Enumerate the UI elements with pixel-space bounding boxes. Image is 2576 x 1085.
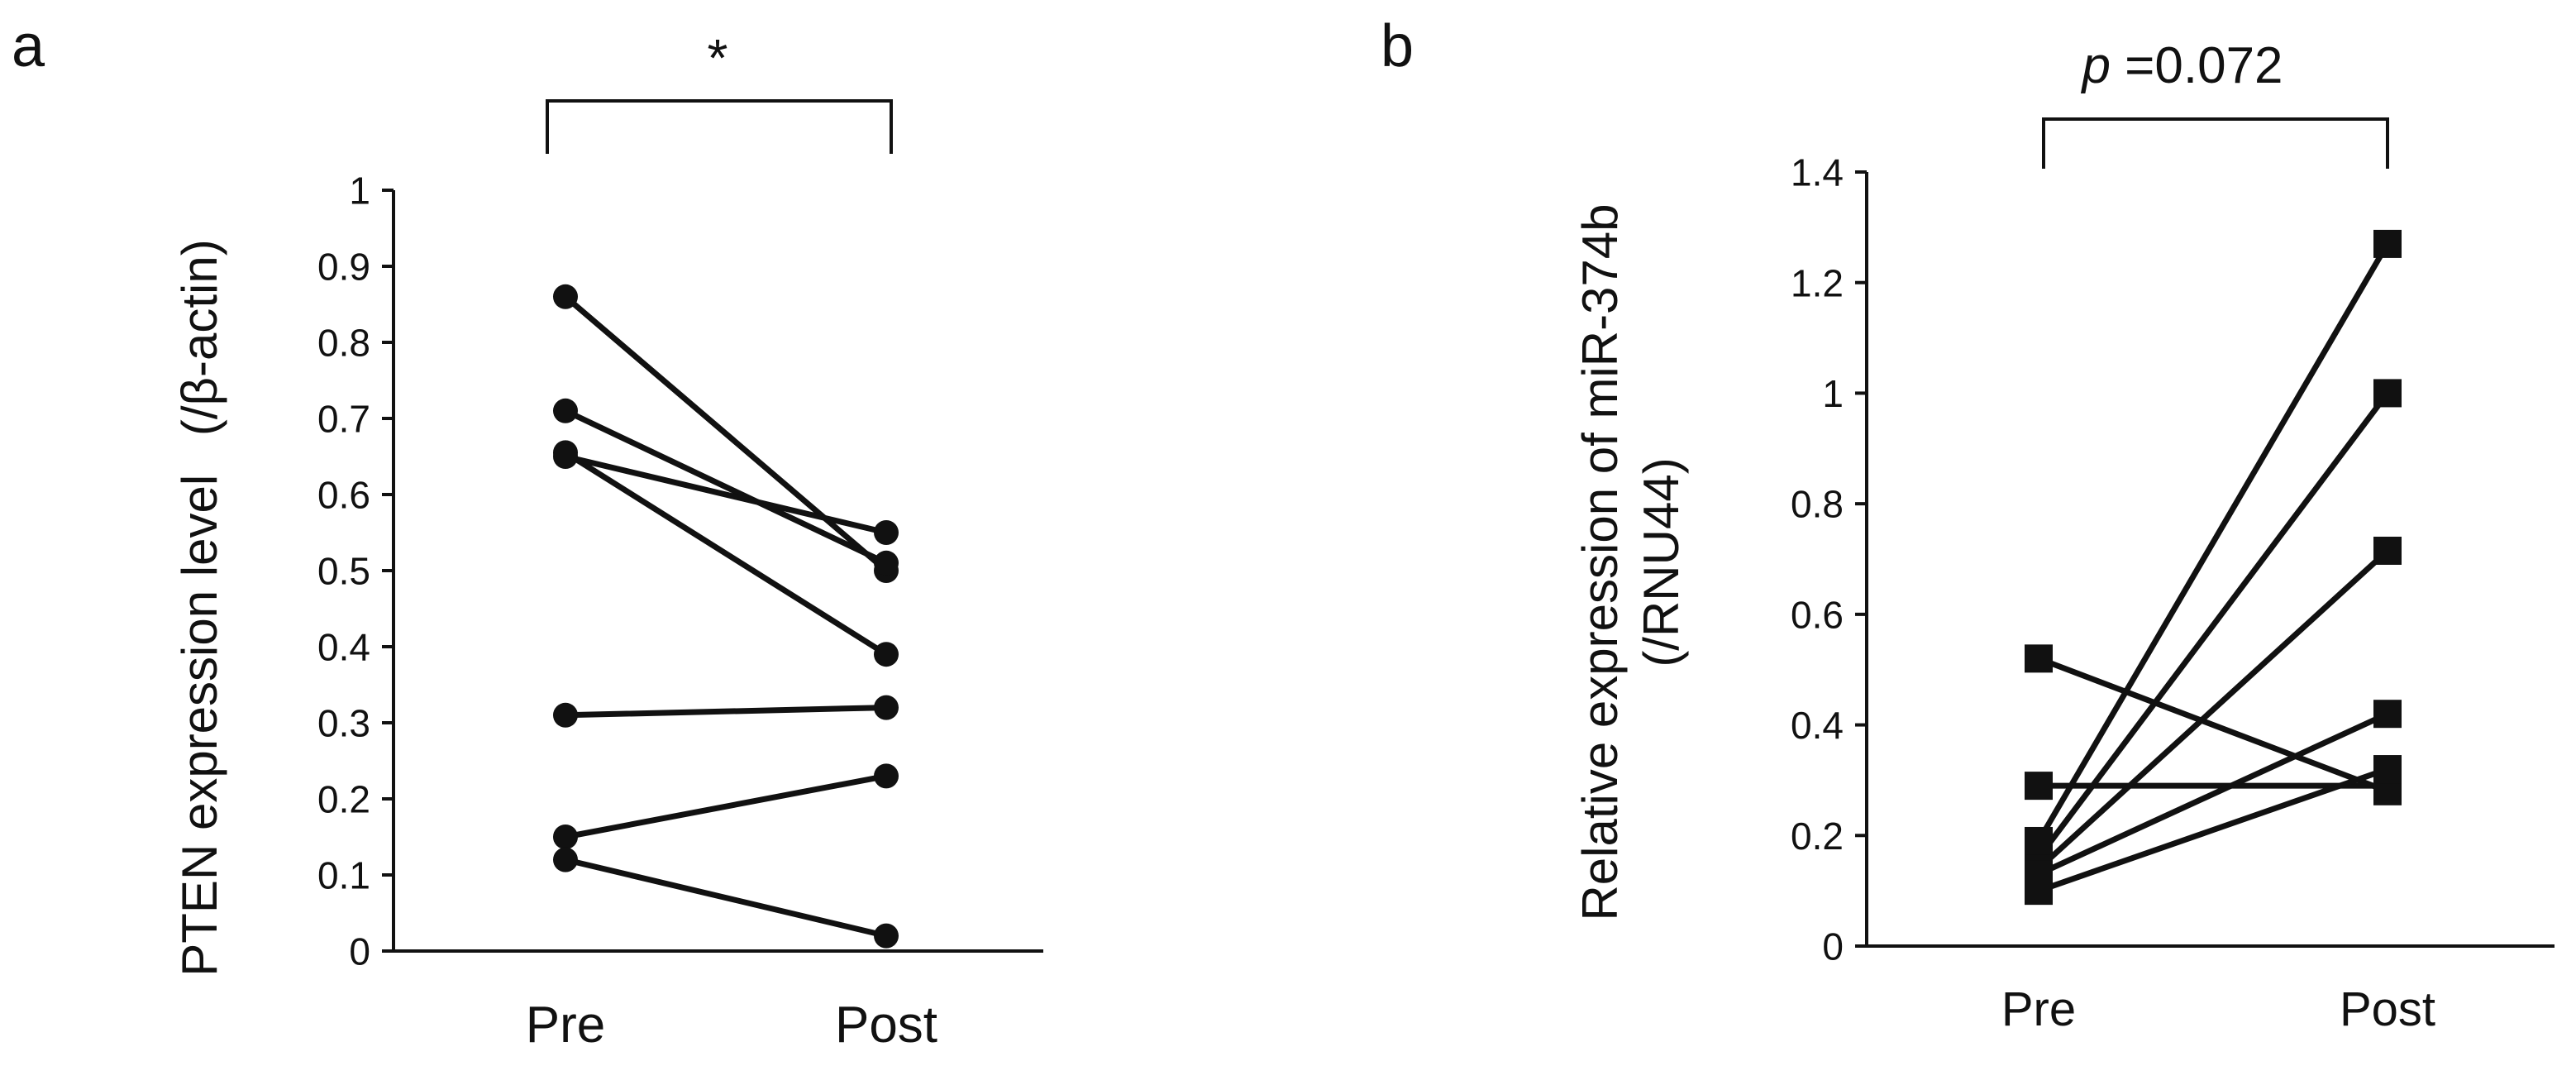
panel-b-series-line [2035, 655, 2391, 795]
panel-b-significance-bracket [2042, 117, 2389, 169]
panel-a-y-axis-label-main: PTEN expression level [172, 475, 227, 977]
panel-a-series-line [562, 294, 890, 574]
panel-a-series-lines [562, 294, 890, 939]
panel-a-y-tick-label: 0.6 [317, 474, 370, 517]
panel-a-marker-post [874, 520, 899, 545]
panel-b-marker-pre [2025, 644, 2053, 673]
panel-a-marker-pre [553, 702, 578, 728]
panel-a-y-tick-label: 1 [349, 170, 370, 213]
panel-a-marker-pre [553, 444, 578, 469]
panel-a-marker-post [874, 695, 899, 720]
panel-b-x-label-post: Post [2340, 982, 2435, 1036]
panel-a-y-tick-label: 0.1 [317, 854, 370, 897]
panel-a-y-tick-label: 0.9 [317, 246, 370, 289]
panel-a-chart: a * PTEN expression level (/β-actin) 0 0.… [12, 13, 1043, 1054]
panel-a-series-line [562, 772, 890, 840]
panel-b-y-tick-label: 0 [1822, 925, 1844, 968]
panel-b-y-tick-label: 1.4 [1791, 151, 1844, 194]
panel-b-y-tick-label: 0.6 [1791, 593, 1844, 636]
panel-a-y-axis-label-unit: (/β-actin) [172, 239, 227, 436]
panel-b-series-markers [2025, 229, 2402, 906]
panel-a-significance-bracket [546, 99, 893, 154]
panel-b-series-line [2035, 241, 2391, 844]
panel-a-series-line [562, 408, 890, 566]
panel-a-series-markers [553, 284, 899, 949]
panel-a-x-label-post: Post [835, 997, 937, 1054]
panel-b-pvalue-p: p [2080, 37, 2110, 94]
panel-b-series-line [2035, 710, 2391, 877]
panel-a-y-tick-label: 0 [349, 930, 370, 973]
panel-b-marker-pre [2025, 877, 2053, 906]
panel-b-series-line [2035, 766, 2391, 894]
panel-a-y-tick-label: 0.4 [317, 626, 370, 669]
panel-b-marker-post [2373, 379, 2402, 408]
panel-a-y-tick-label: 0.3 [317, 702, 370, 745]
panel-a-significance-star: * [708, 28, 728, 88]
panel-b-series-line [2035, 547, 2391, 872]
panel-a-label: a [12, 13, 45, 79]
panel-b-x-label-pre: Pre [2001, 982, 2076, 1036]
panel-a-marker-post [874, 642, 899, 667]
panel-a-marker-pre [553, 398, 578, 423]
panel-a-marker-pre [553, 284, 578, 309]
panel-b-marker-post [2373, 229, 2402, 258]
panel-b-marker-pre [2025, 772, 2053, 801]
panel-b-y-tick-label: 0.2 [1791, 815, 1844, 858]
panel-b-series-lines [2035, 241, 2391, 894]
panel-a-marker-pre [553, 847, 578, 872]
panel-b-y-tick-label: 0.8 [1791, 483, 1844, 526]
panel-a-series-line [562, 857, 890, 939]
panel-a-marker-post [874, 923, 899, 949]
panel-b-pvalue-value: =0.072 [2125, 37, 2283, 94]
panel-a-series-line [562, 705, 890, 719]
panel-b-y-tick-label: 1 [1822, 372, 1844, 415]
panel-a-y-tick-label: 0.5 [317, 550, 370, 593]
panel-b-label: b [1381, 13, 1414, 79]
panel-a-series-line [562, 453, 890, 536]
panel-b-marker-post [2373, 536, 2402, 565]
panel-a-x-label-pre: Pre [526, 997, 605, 1054]
panel-a-y-ticks: 0 0.1 0.2 0.3 0.4 0.5 0.6 0.7 0.8 0.9 1 [317, 170, 394, 973]
panel-b-marker-post [2373, 755, 2402, 784]
panel-b-y-tick-label: 1.2 [1791, 261, 1844, 304]
panel-a-marker-post [874, 550, 899, 576]
panel-a-marker-post [874, 763, 899, 789]
panel-a-series-line [562, 449, 890, 657]
panel-b-series-line [2035, 390, 2391, 861]
panel-b-y-axis-label: Relative expression of miR-374b [1572, 203, 1628, 920]
panel-b-chart: b p =0.072 Relative expression of miR-37… [1381, 13, 2555, 1036]
panel-b-y-tick-label: 0.4 [1791, 704, 1844, 747]
panel-a-marker-pre [553, 825, 578, 849]
panel-b-y-axis-label-unit: (/RNU44) [1634, 457, 1689, 667]
panel-b-y-ticks: 0 0.2 0.4 0.6 0.8 1 1.2 1.4 [1791, 151, 1867, 968]
panel-a-y-tick-label: 0.7 [317, 398, 370, 441]
panel-a-y-axis-label: PTEN expression level (/β-actin) [172, 239, 227, 976]
panel-b-marker-post [2373, 700, 2402, 729]
panel-a-y-tick-label: 0.8 [317, 322, 370, 365]
panel-b-pvalue: p =0.072 [2080, 37, 2283, 94]
panel-a-y-tick-label: 0.2 [317, 778, 370, 821]
